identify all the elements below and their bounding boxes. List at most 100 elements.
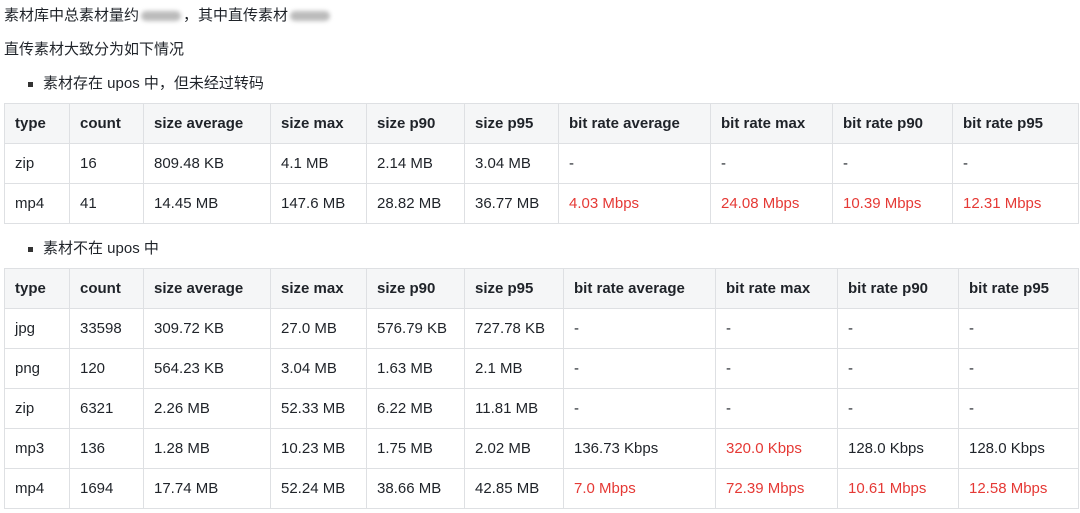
column-header: bit rate max xyxy=(715,268,838,309)
column-header: size average xyxy=(143,103,271,144)
table-cell: 120 xyxy=(69,348,144,389)
table-in-upos: type count size average size max size p90 siz… xyxy=(4,103,1079,224)
table-cell: 42.85 MB xyxy=(464,468,564,509)
table-cell: - xyxy=(710,143,833,184)
column-header: size p95 xyxy=(464,268,564,309)
table-cell: 4.03 Mbps xyxy=(558,183,711,224)
table-cell: 128.0 Kbps xyxy=(837,428,959,469)
table-cell: 11.81 MB xyxy=(464,388,564,429)
table-cell: 2.14 MB xyxy=(366,143,465,184)
column-header: bit rate p95 xyxy=(952,103,1079,144)
table-row: mp3 136 1.28 MB 10.23 MB 1.75 MB 2.02 MB 136.7… xyxy=(4,428,1079,469)
table-cell: 576.79 KB xyxy=(366,308,465,349)
table-cell: zip xyxy=(4,143,70,184)
table-row: jpg 33598 309.72 KB 27.0 MB 576.79 KB 727.78 … xyxy=(4,308,1079,349)
column-header: size p90 xyxy=(366,268,465,309)
table-cell: 3.04 MB xyxy=(464,143,559,184)
table-cell: 6321 xyxy=(69,388,144,429)
table-cell: 2.1 MB xyxy=(464,348,564,389)
table-cell: 7.0 Mbps xyxy=(563,468,716,509)
table-row: zip 16 809.48 KB 4.1 MB 2.14 MB 3.04 MB - - - - xyxy=(4,143,1079,184)
table-cell: 3.04 MB xyxy=(270,348,367,389)
table-cell: 33598 xyxy=(69,308,144,349)
table-cell: 10.61 Mbps xyxy=(837,468,959,509)
bullet-text: 素材不在 upos 中 xyxy=(43,240,159,257)
table-row: zip 6321 2.26 MB 52.33 MB 6.22 MB 11.81 MB - - -… xyxy=(4,388,1079,429)
table-not-in-upos: type count size average size max size p90 siz… xyxy=(4,268,1079,509)
column-header: size p95 xyxy=(464,103,559,144)
table-cell: - xyxy=(958,308,1079,349)
column-header: bit rate p90 xyxy=(832,103,953,144)
table-cell: 4.1 MB xyxy=(270,143,367,184)
table-cell: - xyxy=(958,348,1079,389)
table-cell: - xyxy=(837,308,959,349)
table-cell: 128.0 Kbps xyxy=(958,428,1079,469)
column-header: bit rate p95 xyxy=(958,268,1079,309)
table-cell: 17.74 MB xyxy=(143,468,271,509)
intro-text: ，其中直传素材 xyxy=(183,7,289,24)
table-cell: - xyxy=(563,308,716,349)
intro-line-2: 直传素材大致分为如下情况 xyxy=(4,41,185,58)
table-cell: 1.28 MB xyxy=(143,428,271,469)
column-header: bit rate average xyxy=(558,103,711,144)
table-cell: 1.63 MB xyxy=(366,348,465,389)
table-cell: 12.58 Mbps xyxy=(958,468,1079,509)
header-row: type count size average size max size p90 siz… xyxy=(4,103,1079,144)
table-cell: 16 xyxy=(69,143,144,184)
header-row: type count size average size max size p90 siz… xyxy=(4,268,1079,309)
table-cell: 147.6 MB xyxy=(270,183,367,224)
table-cell: png xyxy=(4,348,70,389)
table-cell: - xyxy=(832,143,953,184)
table-cell: - xyxy=(558,143,711,184)
table-cell: 27.0 MB xyxy=(270,308,367,349)
table-row: mp4 41 14.45 MB 147.6 MB 28.82 MB 36.77 MB 4.0… xyxy=(4,183,1079,224)
table-cell: 1.75 MB xyxy=(366,428,465,469)
table-cell: - xyxy=(715,348,838,389)
table-cell: 24.08 Mbps xyxy=(710,183,833,224)
table-cell: 727.78 KB xyxy=(464,308,564,349)
column-header: size max xyxy=(270,103,367,144)
table-cell: - xyxy=(563,388,716,429)
table-cell: 2.26 MB xyxy=(143,388,271,429)
column-header: bit rate p90 xyxy=(837,268,959,309)
intro-text: 素材库中总素材量约 xyxy=(4,7,140,24)
table-cell: mp4 xyxy=(4,468,70,509)
table-cell: - xyxy=(715,308,838,349)
table-cell: 564.23 KB xyxy=(143,348,271,389)
column-header: bit rate average xyxy=(563,268,716,309)
table-cell: 28.82 MB xyxy=(366,183,465,224)
column-header: size average xyxy=(143,268,271,309)
table-cell: mp4 xyxy=(4,183,70,224)
table-cell: 36.77 MB xyxy=(464,183,559,224)
redacted-value xyxy=(141,11,182,22)
table-row: png 120 564.23 KB 3.04 MB 1.63 MB 2.1 MB - - - - xyxy=(4,348,1079,389)
bullet-icon xyxy=(28,81,33,87)
table-cell: 72.39 Mbps xyxy=(715,468,838,509)
table-cell: - xyxy=(563,348,716,389)
column-header: bit rate max xyxy=(710,103,833,144)
column-header: count xyxy=(69,103,144,144)
table-cell: 136 xyxy=(69,428,144,469)
table-cell: zip xyxy=(4,388,70,429)
table-cell: jpg xyxy=(4,308,70,349)
bullet-item: 素材存在 upos 中，但未经过转码 xyxy=(28,72,264,93)
intro-line-1: 素材库中总素材量约 ，其中直传素材 xyxy=(4,4,332,25)
table-cell: 38.66 MB xyxy=(366,468,465,509)
table-cell: - xyxy=(715,388,838,429)
column-header: type xyxy=(4,268,70,309)
table-cell: 136.73 Kbps xyxy=(563,428,716,469)
column-header: type xyxy=(4,103,70,144)
bullet-icon xyxy=(28,246,33,252)
table-cell: 309.72 KB xyxy=(143,308,271,349)
table-cell: - xyxy=(958,388,1079,429)
table-cell: 809.48 KB xyxy=(143,143,271,184)
table-cell: 320.0 Kbps xyxy=(715,428,838,469)
table-cell: 2.02 MB xyxy=(464,428,564,469)
table-cell: - xyxy=(837,348,959,389)
table-cell: 12.31 Mbps xyxy=(952,183,1079,224)
table-cell: mp3 xyxy=(4,428,70,469)
table-cell: 10.39 Mbps xyxy=(832,183,953,224)
redacted-value xyxy=(290,11,331,22)
table-cell: - xyxy=(837,388,959,429)
table-cell: 52.33 MB xyxy=(270,388,367,429)
